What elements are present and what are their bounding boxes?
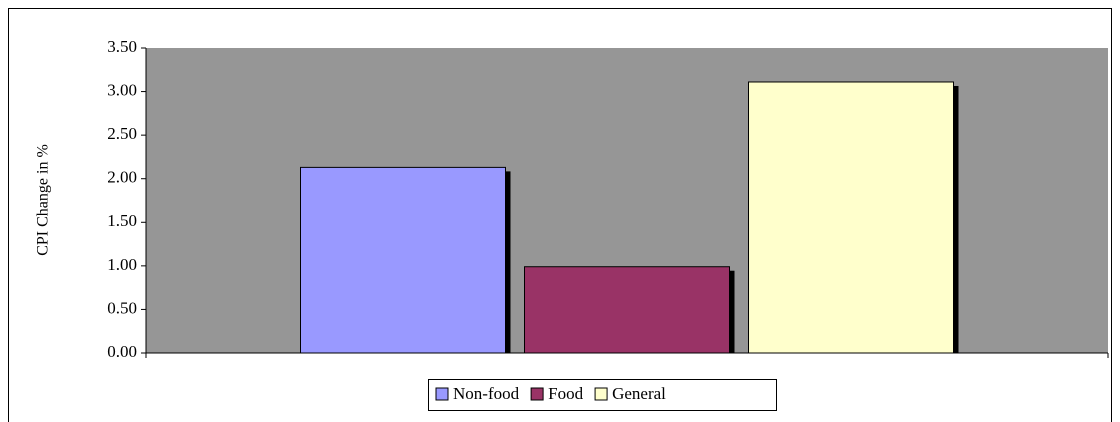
legend-swatch — [530, 387, 544, 401]
y-tick-label: 3.50 — [107, 37, 137, 56]
bar — [748, 81, 954, 354]
bar — [524, 266, 730, 354]
y-tick-label: 2.50 — [107, 124, 137, 143]
bar — [300, 166, 506, 354]
y-tick-label: 3.00 — [107, 80, 137, 99]
y-tick-label: 0.50 — [107, 298, 137, 317]
y-tick-label: 1.50 — [107, 211, 137, 230]
legend-swatch — [435, 387, 449, 401]
legend-label: Food — [548, 384, 583, 403]
legend-swatch — [594, 387, 608, 401]
y-tick-label: 0.00 — [107, 342, 137, 361]
legend-label: Non-food — [453, 384, 520, 403]
y-tick-label: 2.00 — [107, 168, 137, 187]
legend-label: General — [612, 384, 666, 403]
y-tick-label: 1.00 — [107, 255, 137, 274]
y-axis-label: CPI Change in % — [35, 144, 52, 256]
